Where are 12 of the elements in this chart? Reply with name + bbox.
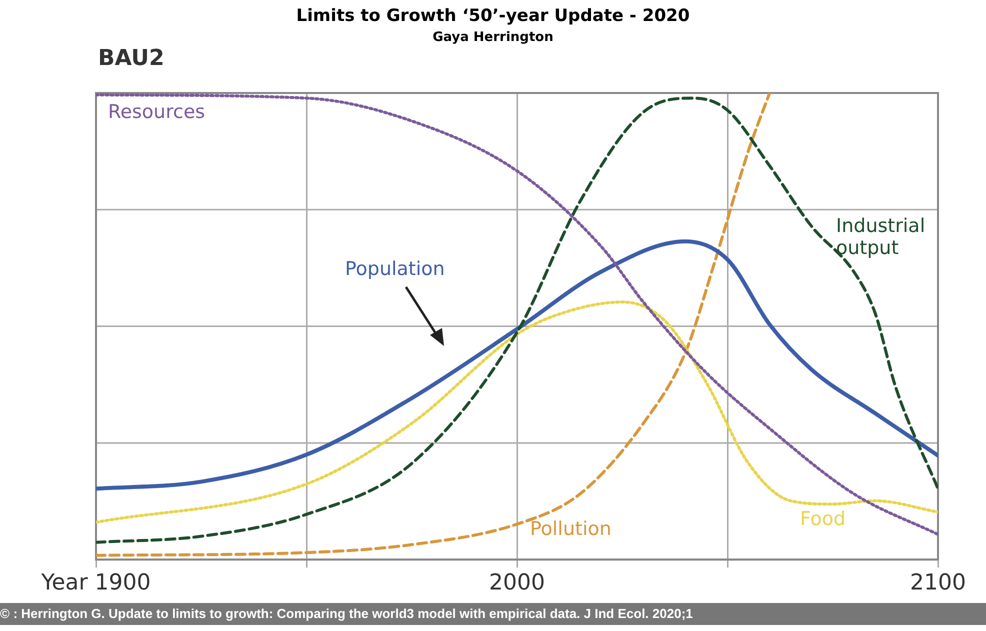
x-tick-label: 2000 [489,570,545,596]
text: Population [345,258,445,280]
series-label: Resources [108,101,206,123]
chart-subtitle: Gaya Herrington [432,30,554,45]
text: © : Herrington G. Update to limits to growth: Comparing the world3 model with empirical data. J Ind Ecol. 2020;1 [0,603,986,625]
series-label: Pollution [530,518,612,540]
x-tick-label: Year 1900 [40,570,151,596]
series-label: Industrial output [836,215,926,259]
series-label: Food [800,508,846,530]
chart-title: Limits to Growth ‘50’-year Update - 2020 [295,6,691,26]
text: BAU2 [98,46,164,71]
x-tick-label: 2100 [910,570,966,596]
